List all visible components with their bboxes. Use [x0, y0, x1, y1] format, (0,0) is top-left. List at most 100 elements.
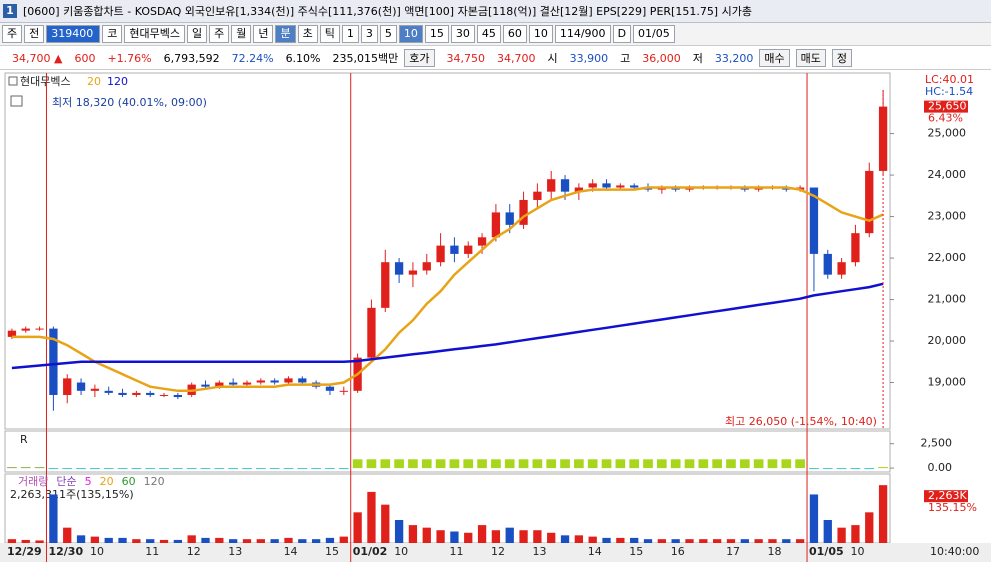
window-title: [0600] 키움종합차트 - KOSDAQ 외국인보유[1,334(천)] 주…: [23, 5, 752, 18]
volume-bar: [49, 494, 58, 543]
volume-bar: [547, 532, 556, 543]
osc-bar: [767, 459, 778, 469]
osc-bar: [560, 459, 570, 469]
toolbar-button[interactable]: 01/05: [633, 25, 675, 43]
legend-box: [8, 76, 18, 86]
toolbar-button[interactable]: 5: [379, 25, 397, 43]
osc-bar: [781, 459, 792, 469]
toolbar-button[interactable]: 3: [360, 25, 378, 43]
osc-bar: [352, 459, 363, 469]
osc-bar: [643, 459, 653, 469]
quote-item: +1.76%: [107, 51, 152, 65]
osc-bar: [726, 459, 736, 469]
toolbar-button[interactable]: 15: [424, 25, 449, 43]
volume-bar: [782, 539, 791, 543]
candle-body: [63, 378, 72, 395]
candle-body: [173, 394, 182, 398]
chart-bg: [0, 71, 991, 562]
toolbar-button[interactable]: 현대무벡스: [124, 25, 185, 43]
toolbar: 주 전 319400 코 현대무벡스 일 주 월 년 분 초 틱 1 3 5 10 15 30 45 60 10 114/…: [0, 23, 991, 46]
candle-body: [118, 392, 127, 395]
toolbar-button[interactable]: 114/900: [554, 25, 611, 43]
toolbar-button[interactable]: 일: [186, 25, 208, 43]
volume-bar: [381, 504, 390, 543]
candle-body: [270, 380, 279, 383]
last-volume-box: [924, 490, 968, 503]
osc-bar: [587, 459, 598, 469]
volume-bar: [464, 532, 473, 543]
quote-item: 고: [620, 52, 631, 65]
toolbar-button[interactable]: 초: [297, 25, 318, 43]
toolbar-button[interactable]: 10: [528, 25, 553, 43]
toolbar-button[interactable]: 45: [476, 25, 501, 43]
volume-bar: [477, 525, 487, 543]
candle-body: [325, 386, 335, 391]
ma-line: [11, 186, 884, 393]
osc-bar: [255, 468, 266, 470]
toolbar-button[interactable]: 주: [2, 25, 23, 43]
toolbar-button[interactable]: 코: [102, 25, 123, 43]
volume-bar: [270, 539, 279, 543]
osc-bar: [601, 459, 612, 469]
x-tick-label: 12: [491, 545, 505, 558]
candle-body: [588, 183, 597, 188]
toolbar-button[interactable]: 1: [341, 25, 359, 43]
quote-item: 33,200: [714, 51, 754, 65]
osc-bar: [200, 468, 211, 470]
toolbar-button[interactable]: 틱: [319, 25, 340, 43]
toolbar-button[interactable]: D: [612, 25, 632, 43]
toolbar-button[interactable]: 30: [450, 25, 475, 43]
volume-bar: [616, 537, 625, 543]
toolbar-button[interactable]: 년: [253, 25, 274, 43]
osc-bar: [739, 459, 750, 469]
toolbar-button[interactable]: 주: [209, 25, 230, 43]
toolbar-button[interactable]: 전: [24, 25, 45, 43]
volume-bar: [408, 525, 418, 543]
hc-label: HC:-1.54: [925, 85, 973, 98]
y-tick-label: 25,000: [928, 127, 967, 140]
volume-bar: [505, 527, 514, 543]
x-tick-label: 11: [450, 545, 464, 558]
osc-bar: [283, 468, 294, 470]
volume-bar: [242, 539, 252, 543]
volume-bar: [173, 539, 182, 543]
quote-item: 235,015백만: [332, 52, 399, 65]
toolbar-button[interactable]: 월: [231, 25, 252, 43]
volume-legend: 20: [100, 475, 114, 488]
osc-bar: [629, 459, 640, 469]
quote-button[interactable]: 정: [831, 49, 852, 67]
x-tick-label: 14: [588, 545, 602, 558]
volume-bar: [533, 530, 542, 543]
x-tick-label: 13: [532, 545, 546, 558]
volume-bar: [823, 520, 832, 543]
toolbar-button[interactable]: 60: [502, 25, 527, 43]
candle-body: [491, 212, 501, 238]
candle-body: [367, 307, 376, 358]
candle-body: [505, 212, 514, 225]
candle-body: [201, 384, 210, 387]
osc-bar: [698, 459, 709, 469]
toolbar-button[interactable]: 분: [275, 25, 296, 43]
volume-bar: [671, 539, 680, 543]
osc-bar: [463, 459, 474, 469]
quote-button[interactable]: 매수: [759, 49, 790, 67]
quote-item: 36,000: [642, 51, 681, 65]
osc-bar: [408, 459, 418, 469]
quote-row: 34,700 ▲ 600 +1.76% 6,793,592 72.24% 6.10% 235…: [0, 47, 991, 70]
y-tick-label: 23,000: [928, 210, 967, 223]
osc-bar: [836, 468, 847, 470]
icon: [10, 95, 23, 107]
osc-bar: [504, 459, 515, 469]
candle-body: [298, 378, 307, 383]
quote-button[interactable]: 매도: [795, 49, 826, 67]
quote-item: 34,700 ▲: [12, 51, 63, 65]
osc-bar: [546, 459, 557, 469]
toolbar-button[interactable]: 319400: [46, 25, 101, 43]
osc-bar: [822, 468, 833, 470]
volume-bar: [851, 525, 860, 543]
osc-bar: [864, 468, 875, 470]
toolbar-button[interactable]: 10: [398, 25, 423, 43]
candle-body: [422, 262, 431, 271]
osc-bar: [34, 467, 45, 469]
quote-item: 72.24%: [231, 51, 274, 65]
